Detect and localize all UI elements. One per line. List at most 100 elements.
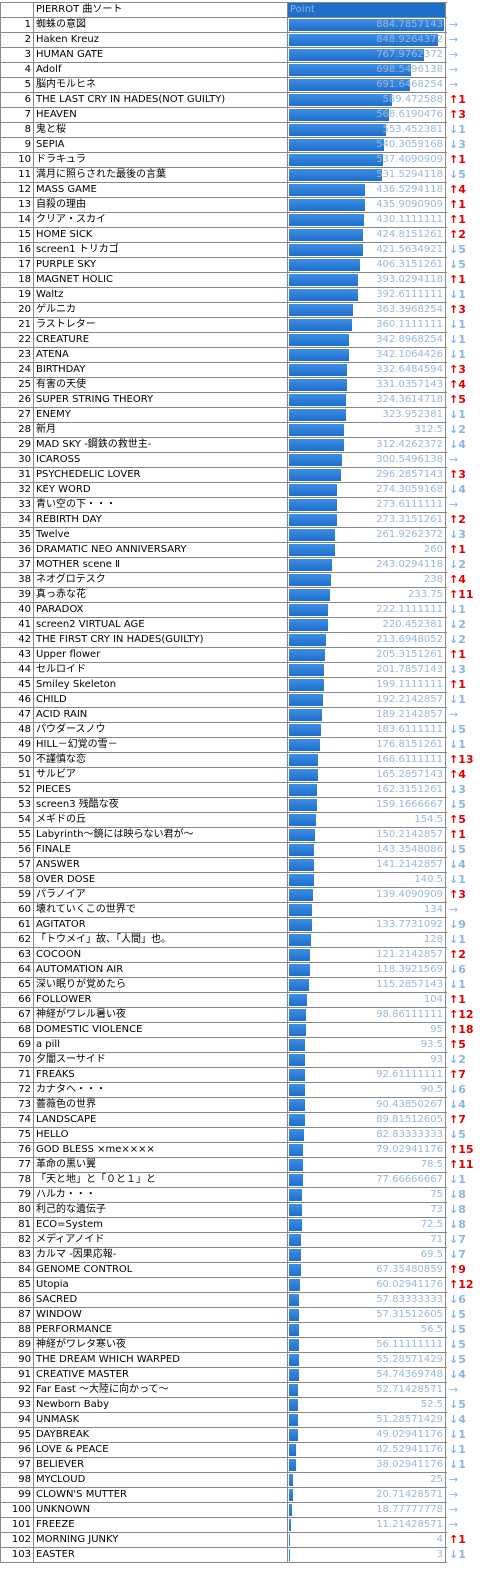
rank: 58: [1, 873, 34, 887]
table-row: 85 Utopia 60.02941176: [1, 1278, 447, 1293]
point-bar: [289, 1129, 304, 1141]
rank-change: ↓4: [449, 438, 466, 451]
rank: 10: [1, 153, 34, 167]
point-value: 82.83333333: [376, 1129, 443, 1140]
point-cell: 312.4262372: [288, 438, 446, 452]
point-bar: [289, 169, 383, 181]
point-bar: [289, 1309, 300, 1321]
rank-change: ↑11: [449, 588, 474, 601]
song-name: クリア・スカイ: [34, 213, 288, 227]
point-value: 56.11111111: [376, 1339, 443, 1350]
rank-change: →: [449, 708, 459, 721]
rank: 57: [1, 858, 34, 872]
point-bar: [289, 1534, 290, 1546]
point-cell: 392.6111111: [288, 288, 446, 302]
point-bar: [289, 544, 335, 556]
table-row: 96 LOVE & PEACE 42.52941176: [1, 1443, 447, 1458]
song-name: FREEZE: [34, 1518, 288, 1532]
rank-change: ↑18: [449, 1023, 474, 1036]
point-cell: 273.6111111: [288, 498, 446, 512]
song-name: SEPIA: [34, 138, 288, 152]
rank: 42: [1, 633, 34, 647]
song-name: CREATURE: [34, 333, 288, 347]
song-name: SACRED: [34, 1293, 288, 1307]
table-row: 94 UNMASK 51.28571429: [1, 1413, 447, 1428]
point-value: 98.86111111: [376, 1009, 443, 1020]
point-bar: [289, 289, 358, 301]
point-bar: [289, 1414, 298, 1426]
rank: 12: [1, 183, 34, 197]
point-cell: 133.7731092: [288, 918, 446, 932]
point-bar: [289, 1264, 301, 1276]
rank: 54: [1, 813, 34, 827]
table-row: 38 ネオグロテスク 238: [1, 573, 447, 588]
song-name: 脳内モルヒネ: [34, 78, 288, 92]
rank-change: ↓1: [449, 1428, 466, 1441]
point-bar: [289, 364, 348, 376]
table-row: 49 HILL－幻覚の雪－ 176.8151261: [1, 738, 447, 753]
rank-change: ↑7: [449, 1068, 466, 1081]
song-name: 「天と地」と「０と１」と: [34, 1173, 288, 1187]
point-cell: 93.5: [288, 1038, 446, 1052]
song-name: DRAMATIC NEO ANNIVERSARY: [34, 543, 288, 557]
song-name: KEY WORD: [34, 483, 288, 497]
rank-change: →: [449, 498, 459, 511]
song-name: 蜘蛛の意図: [34, 18, 288, 32]
rank-change: ↑3: [449, 468, 466, 481]
rank-change: ↓4: [449, 483, 466, 496]
point-cell: 115.2857143: [288, 978, 446, 992]
point-bar: [289, 199, 366, 211]
point-cell: 430.1111111: [288, 213, 446, 227]
rank-change: →: [449, 903, 459, 916]
rank-change: →: [449, 1383, 459, 1396]
point-bar: [289, 589, 330, 601]
song-name: 深い眠りが覚めたら: [34, 978, 288, 992]
rank-change: ↑4: [449, 768, 466, 781]
point-value: 342.8968254: [376, 334, 443, 345]
point-bar: [289, 424, 344, 436]
rank-change: →: [449, 33, 459, 46]
rank-change: ↓7: [449, 1248, 466, 1261]
rank: 3: [1, 48, 34, 62]
point-cell: 421.5634921: [288, 243, 446, 257]
point-value: 884.7857143: [376, 19, 443, 30]
table-row: 54 メギドの丘 154.5: [1, 813, 447, 828]
song-name: 革命の黒い翼: [34, 1158, 288, 1172]
point-bar: [289, 124, 386, 136]
point-cell: 141.2142857: [288, 858, 446, 872]
song-name: Twelve: [34, 528, 288, 542]
song-name: BELIEVER: [34, 1458, 288, 1472]
rank: 7: [1, 108, 34, 122]
point-value: 56.5: [420, 1324, 443, 1335]
table-row: 76 GOD BLESS ×me×××× 79.02941176: [1, 1143, 447, 1158]
point-cell: 69.5: [288, 1248, 446, 1262]
song-name: LOVE & PEACE: [34, 1443, 288, 1457]
point-bar: [289, 919, 313, 931]
point-value: 143.3548086: [376, 844, 443, 855]
song-name: COCOON: [34, 948, 288, 962]
song-name: 満月に照らされた最後の言葉: [34, 168, 288, 182]
point-cell: 154.5: [288, 813, 446, 827]
rank-change: →: [449, 1473, 459, 1486]
point-cell: 222.1111111: [288, 603, 446, 617]
song-name: メディアノイド: [34, 1233, 288, 1247]
point-value: 392.6111111: [376, 289, 443, 300]
point-value: 176.8151261: [376, 739, 443, 750]
point-bar: [289, 1009, 307, 1021]
song-name: PARADOX: [34, 603, 288, 617]
point-cell: 183.6111111: [288, 723, 446, 737]
rank: 46: [1, 693, 34, 707]
point-cell: 51.28571429: [288, 1413, 446, 1427]
rank-change: →: [449, 63, 459, 76]
point-cell: 884.7857143: [288, 18, 446, 32]
header-title: PIERROT 曲ソート: [34, 3, 288, 17]
point-cell: 205.3151261: [288, 648, 446, 662]
point-value: 691.6468254: [376, 79, 443, 90]
point-cell: 3: [288, 1548, 446, 1562]
rank-change: ↓2: [449, 618, 466, 631]
point-bar: [289, 1054, 306, 1066]
point-value: 154.5: [414, 814, 443, 825]
point-cell: 77.66666667: [288, 1173, 446, 1187]
point-bar: [289, 214, 365, 226]
table-row: 42 THE FIRST CRY IN HADES(GUILTY) 213.6948…: [1, 633, 447, 648]
